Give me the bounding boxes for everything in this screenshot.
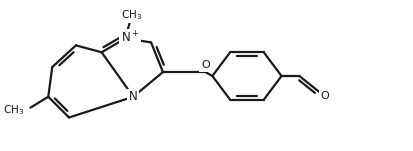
- Text: CH$_3$: CH$_3$: [3, 103, 24, 117]
- Text: O: O: [201, 60, 209, 70]
- Text: O: O: [320, 91, 329, 101]
- Text: N$^+$: N$^+$: [121, 31, 139, 46]
- Text: N: N: [128, 90, 137, 103]
- Text: CH$_3$: CH$_3$: [121, 8, 142, 22]
